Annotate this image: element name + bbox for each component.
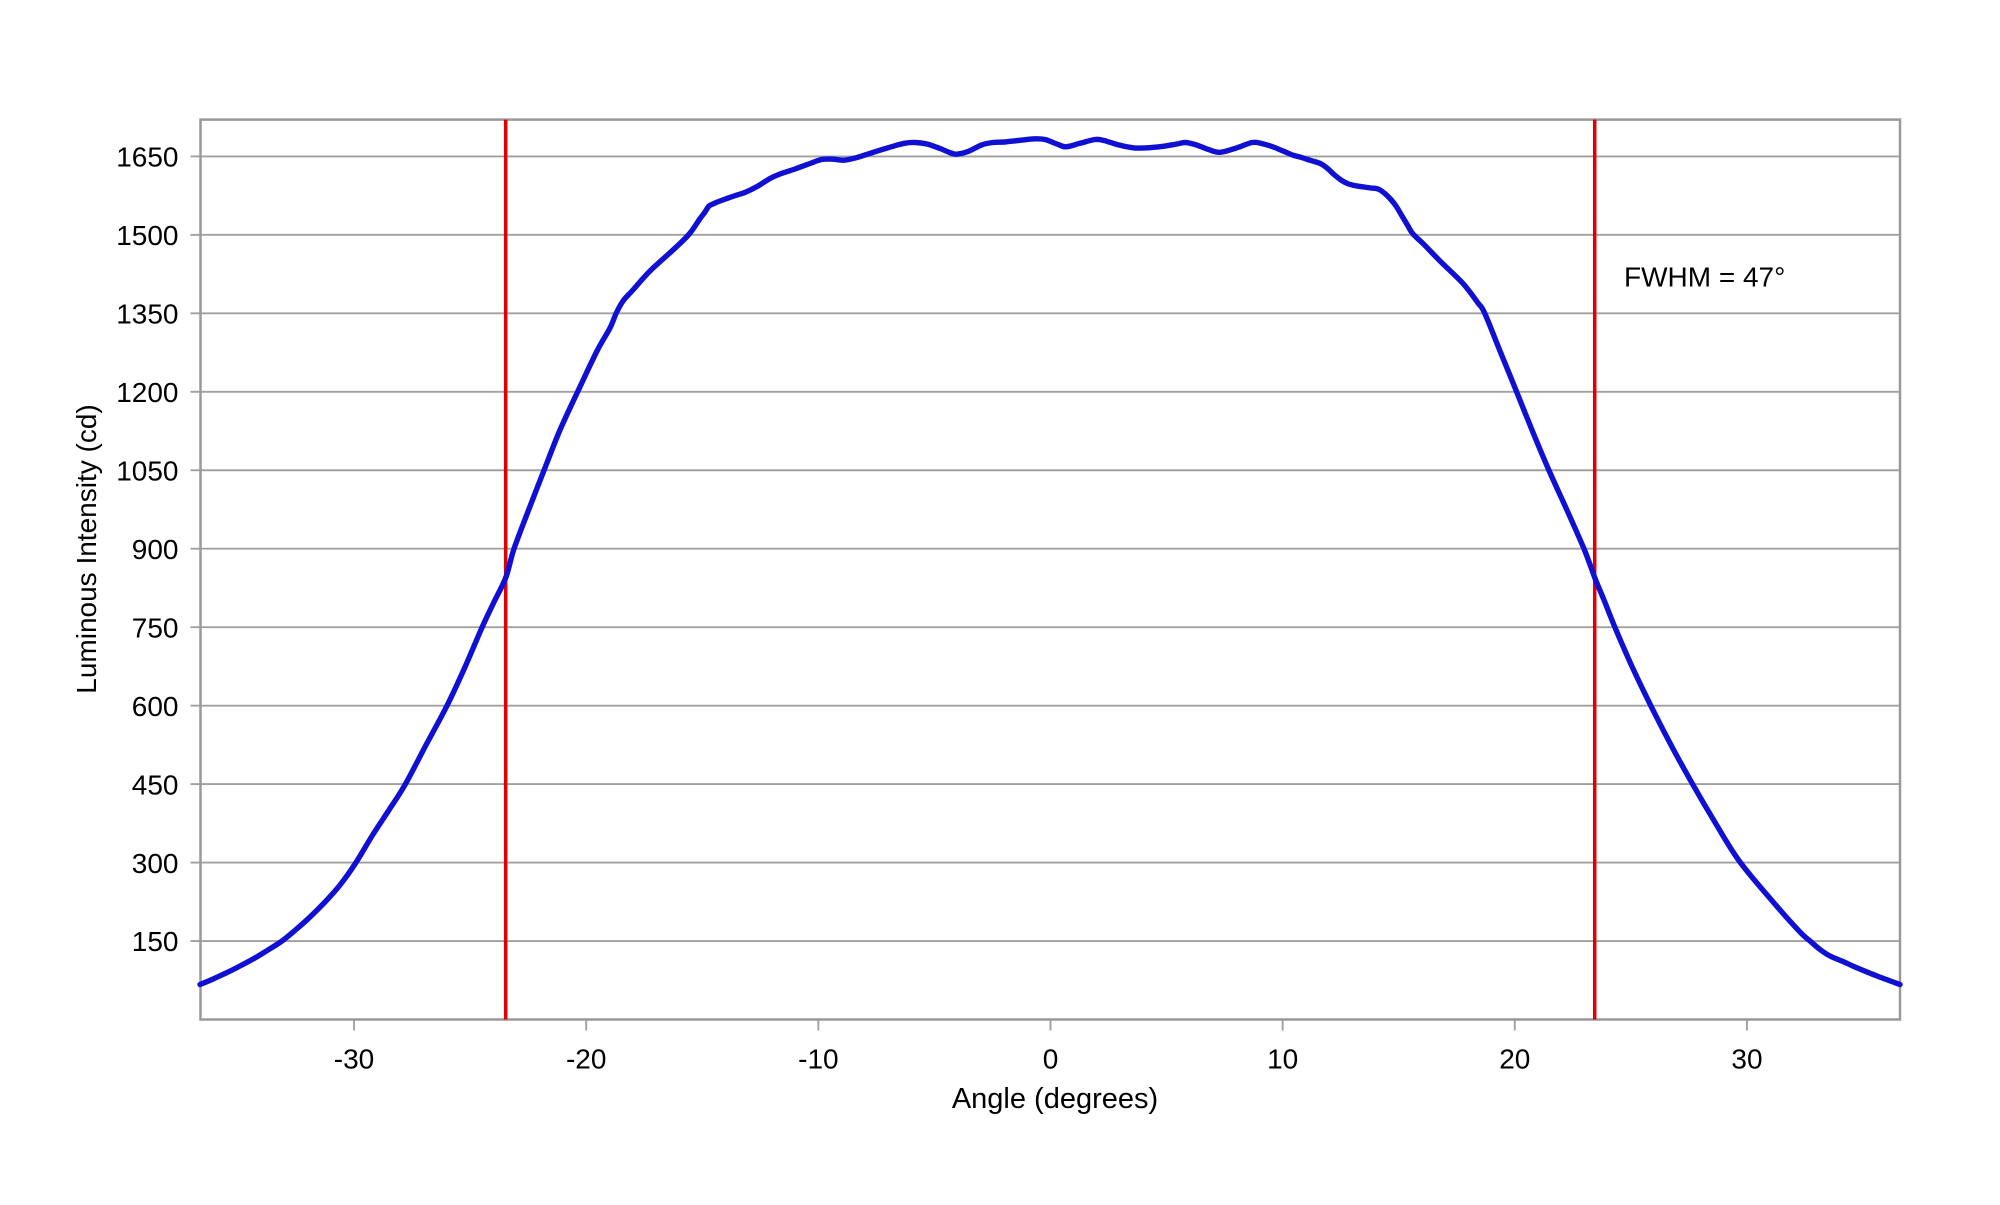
svg-text:Luminous Intensity (cd): Luminous Intensity (cd) [71,404,102,693]
svg-text:1350: 1350 [116,299,178,330]
svg-text:FWHM = 47°: FWHM = 47° [1624,262,1785,293]
svg-text:450: 450 [132,769,179,800]
svg-text:20: 20 [1499,1043,1530,1074]
svg-text:0: 0 [1043,1043,1059,1074]
svg-text:1650: 1650 [116,142,178,173]
svg-text:-20: -20 [566,1043,606,1074]
svg-text:900: 900 [132,534,179,565]
svg-text:750: 750 [132,612,179,643]
svg-text:10: 10 [1267,1043,1298,1074]
svg-text:1500: 1500 [116,220,178,251]
svg-text:Angle (degrees): Angle (degrees) [952,1083,1158,1115]
svg-text:1200: 1200 [116,377,178,408]
svg-text:-10: -10 [798,1043,838,1074]
svg-text:300: 300 [132,848,179,879]
svg-text:-30: -30 [334,1043,374,1074]
svg-text:30: 30 [1731,1043,1762,1074]
svg-text:1050: 1050 [116,456,178,487]
svg-text:600: 600 [132,691,179,722]
svg-text:150: 150 [132,926,179,957]
